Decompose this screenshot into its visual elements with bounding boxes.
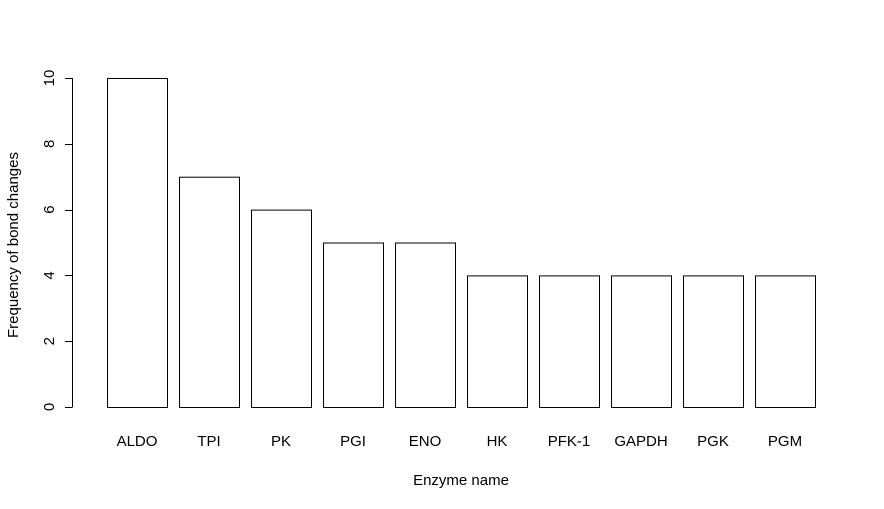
- y-tick-label: 6: [41, 205, 58, 213]
- x-tick-label: HK: [487, 433, 508, 450]
- x-axis-label: Enzyme name: [413, 472, 509, 489]
- y-tick-label: 2: [41, 337, 58, 345]
- x-tick-label: PK: [271, 433, 291, 450]
- x-tick-label: TPI: [197, 433, 220, 450]
- x-tick-label: ALDO: [117, 433, 158, 450]
- x-tick-label: PGK: [697, 433, 729, 450]
- bar-pgm: [755, 275, 816, 408]
- y-tick-label: 4: [41, 271, 58, 279]
- x-tick-label: ENO: [409, 433, 442, 450]
- x-tick-labels: ALDO TPI PK PGI ENO HK PFK-1 GAPDH PGK PGM: [117, 433, 803, 450]
- y-axis-label: Frequency of bond changes: [5, 152, 22, 338]
- bar-tpi: [179, 176, 240, 408]
- bar-aldo: [107, 78, 168, 408]
- y-tick-label: 10: [41, 70, 58, 87]
- y-tick-label: 0: [41, 403, 58, 411]
- bar-pgi: [323, 242, 384, 408]
- bar-pfk-1: [539, 275, 600, 408]
- y-axis: 0 2 4 6 8 10: [41, 70, 73, 411]
- x-tick-label: PGM: [768, 433, 802, 450]
- bars-group: [107, 78, 816, 408]
- bar-eno: [395, 242, 456, 408]
- bar-pgk: [683, 275, 744, 408]
- y-tick-label: 8: [41, 140, 58, 148]
- x-tick-label: GAPDH: [614, 433, 667, 450]
- bar-gapdh: [611, 275, 672, 408]
- x-tick-label: PFK-1: [548, 433, 591, 450]
- bar-pk: [251, 209, 312, 408]
- bar-hk: [467, 275, 528, 408]
- x-tick-label: PGI: [340, 433, 366, 450]
